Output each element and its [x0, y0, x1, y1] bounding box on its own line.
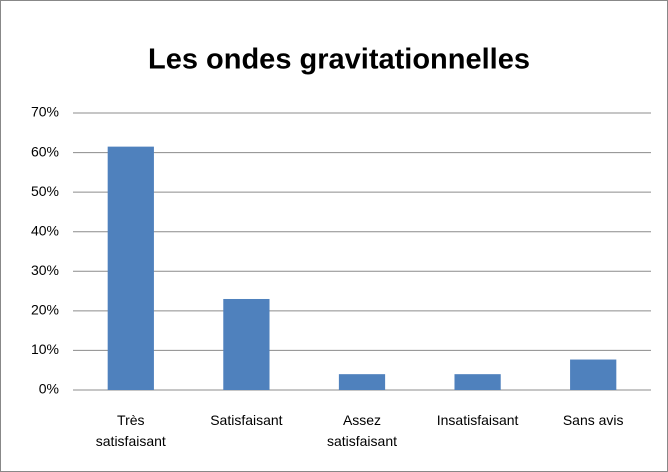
x-tick-label: Satisfaisant — [210, 412, 283, 428]
chart-title: Les ondes gravitationnelles — [148, 44, 530, 76]
x-tick-label: Assez satisfaisant — [326, 412, 398, 449]
y-tick-label: 10% — [31, 341, 59, 357]
y-tick-label: 30% — [31, 262, 59, 278]
y-tick-label: 40% — [31, 222, 59, 238]
y-tick-label: 70% — [31, 104, 59, 120]
x-tick-label: Insatisfaisant — [436, 412, 519, 428]
y-tick-label: 50% — [31, 183, 59, 199]
bar — [107, 146, 154, 390]
bar — [223, 298, 270, 390]
y-tick-label: 20% — [31, 302, 59, 318]
x-tick-label: Très satisfaisant — [95, 412, 166, 449]
y-tick-label: 0% — [39, 381, 59, 397]
y-tick-label: 60% — [31, 143, 59, 159]
x-tick-label: Sans avis — [562, 412, 624, 428]
bar — [454, 374, 501, 390]
bar — [338, 374, 386, 390]
bar — [570, 359, 617, 390]
